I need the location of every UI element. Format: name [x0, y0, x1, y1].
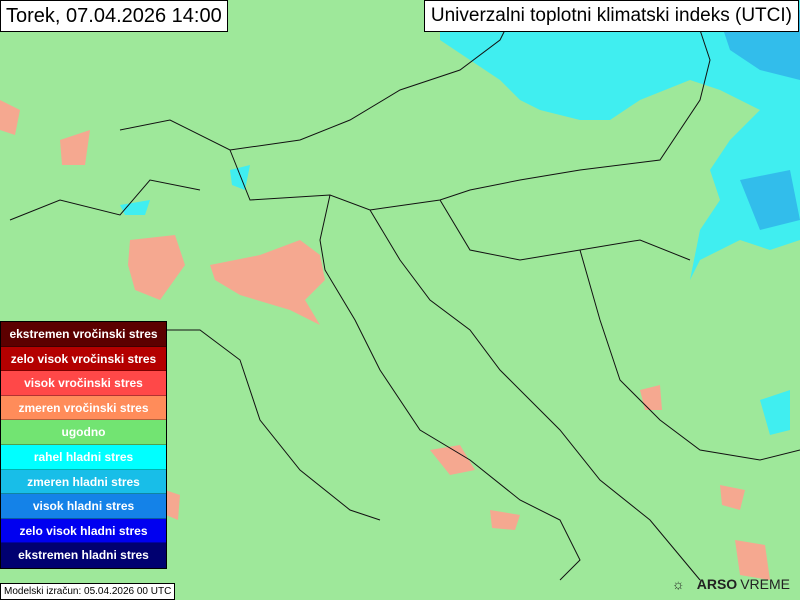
legend-item: zelo visok vročinski stres: [1, 347, 166, 372]
legend: ekstremen vročinski stres zelo visok vro…: [0, 321, 167, 569]
legend-item: ugodno: [1, 420, 166, 445]
model-run-label: Modelski izračun: 05.04.2026 00 UTC: [0, 583, 175, 600]
sun-icon: ☼: [672, 576, 685, 592]
legend-item: ekstremen hladni stres: [1, 543, 166, 568]
legend-item: ekstremen vročinski stres: [1, 322, 166, 347]
map-title: Univerzalni toplotni klimatski indeks (U…: [424, 0, 799, 32]
logo-brand: ARSO: [697, 576, 737, 592]
cold-stress-areas: [120, 0, 800, 435]
legend-item: zelo visok hladni stres: [1, 519, 166, 544]
legend-item: visok vročinski stres: [1, 371, 166, 396]
legend-item: visok hladni stres: [1, 494, 166, 519]
legend-item: zmeren hladni stres: [1, 470, 166, 495]
logo-product: VREME: [740, 576, 790, 592]
legend-item: zmeren vročinski stres: [1, 396, 166, 421]
forecast-datetime: Torek, 07.04.2026 14:00: [0, 0, 228, 32]
legend-item: rahel hladni stres: [1, 445, 166, 470]
